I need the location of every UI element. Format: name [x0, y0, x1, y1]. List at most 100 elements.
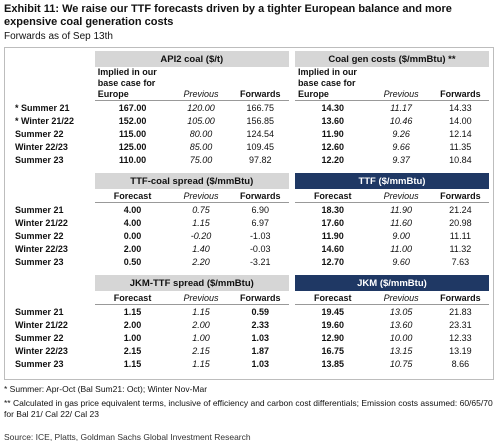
cell: -1.03 — [249, 230, 271, 241]
cell: 167.00 — [118, 102, 147, 113]
source: Source: ICE, Platts, Goldman Sachs Globa… — [4, 432, 251, 442]
column-header-row: Implied in our base case for Europe Previ… — [9, 67, 489, 101]
panel-header-row: TTF-coal spread ($/mmBtu) TTF ($/mmBtu) — [9, 173, 489, 189]
spacer — [9, 189, 95, 203]
cell: 11.90 — [321, 128, 344, 139]
cell: 16.75 — [321, 345, 344, 356]
cell: 1.15 — [123, 358, 142, 369]
spacer — [9, 275, 95, 291]
column-header: Forecast — [94, 291, 171, 305]
row-label: Winter 21/22 — [15, 319, 68, 330]
cell: 13.85 — [321, 358, 344, 369]
column-header: Previous — [170, 291, 232, 305]
cell: 18.30 — [321, 204, 344, 215]
column-header: Forwards — [231, 67, 289, 101]
row-label: Winter 21/22 — [15, 217, 68, 228]
cell: 23.31 — [449, 319, 472, 330]
cell: 1.15 — [123, 306, 142, 317]
data-row: Winter 21/22 4.00 1.15 6.97 17.60 11.60 20.98 — [9, 216, 489, 229]
row-label: Summer 23 — [15, 256, 64, 267]
row-label: Winter 22/23 — [15, 141, 68, 152]
footnote: ** Calculated in gas price equivalent te… — [4, 398, 493, 419]
panel-header-row: JKM-TTF spread ($/mmBtu) JKM ($/mmBtu) — [9, 275, 489, 291]
cell: 13.60 — [321, 115, 344, 126]
cell: 11.00 — [390, 243, 413, 254]
cell: 13.15 — [389, 345, 413, 356]
cell: 12.14 — [449, 128, 472, 139]
data-row: Winter 22/23 125.00 85.00 109.45 12.60 9.66 11… — [9, 140, 489, 153]
cell: 9.66 — [392, 141, 410, 152]
row-label: Summer 22 — [15, 332, 64, 343]
cell: 10.00 — [389, 332, 413, 343]
cell: 6.97 — [251, 217, 269, 228]
cell: 9.60 — [392, 256, 410, 267]
cell: 2.00 — [123, 319, 142, 330]
row-label: Summer 22 — [15, 128, 64, 139]
spacer — [9, 67, 95, 101]
cell: 105.00 — [187, 115, 215, 126]
cell: 0.59 — [251, 306, 269, 317]
cell: 2.15 — [192, 345, 210, 356]
cell: 2.15 — [123, 345, 142, 356]
cell: 11.17 — [390, 102, 413, 113]
row-label: Summer 21 — [15, 306, 64, 317]
cell: 1.15 — [192, 358, 210, 369]
panel-title: TTF ($/mmBtu) — [294, 173, 489, 189]
row-label: Summer 23 — [15, 154, 64, 165]
data-row: Summer 23 1.15 1.15 1.03 13.85 10.75 8.66 — [9, 357, 489, 370]
cell: 11.60 — [390, 217, 413, 228]
cell: 2.00 — [192, 319, 210, 330]
column-header-row: Forecast Previous Forwards Forecast Previous… — [9, 291, 489, 305]
column-header: Forecast — [294, 189, 371, 203]
row-label: Summer 23 — [15, 358, 64, 369]
panel-title: JKM ($/mmBtu) — [294, 275, 489, 291]
cell: 9.37 — [392, 154, 410, 165]
data-row: Summer 22 0.00 -0.20 -1.03 11.90 9.00 11.11 — [9, 229, 489, 242]
cell: 8.66 — [451, 358, 470, 369]
cell: 19.60 — [321, 319, 344, 330]
cell: 80.00 — [189, 128, 213, 139]
data-row: * Winter 21/22 152.00 105.00 156.85 13.60 10.… — [9, 114, 489, 127]
cell: 14.60 — [321, 243, 344, 254]
row-label: * Winter 21/22 — [15, 115, 74, 126]
data-row: Summer 21 4.00 0.75 6.90 18.30 11.90 21.24 — [9, 203, 489, 216]
cell: 1.40 — [192, 243, 210, 254]
cell: 75.00 — [189, 154, 213, 165]
cell: 4.00 — [123, 204, 142, 215]
data-row: Summer 23 0.50 2.20 -3.21 12.70 9.60 7.63 — [9, 255, 489, 268]
cell: 11.90 — [390, 204, 413, 215]
cell: 11.90 — [321, 230, 344, 241]
cell: 12.70 — [321, 256, 344, 267]
section-table: JKM-TTF spread ($/mmBtu) JKM ($/mmBtu) For… — [9, 275, 489, 370]
cell: 2.00 — [123, 243, 142, 254]
cell: 9.00 — [392, 230, 410, 241]
cell: 13.60 — [389, 319, 413, 330]
cell: 11.35 — [449, 141, 472, 152]
cell: 20.98 — [449, 217, 472, 228]
footnotes: * Summer: Apr-Oct (Bal Sum21: Oct); Wint… — [4, 384, 494, 423]
cell: 12.60 — [321, 141, 344, 152]
subtitle: Forwards as of Sep 13th — [4, 31, 113, 42]
column-header: Previous — [370, 189, 432, 203]
data-row: Summer 21 1.15 1.15 0.59 19.45 13.05 21.83 — [9, 305, 489, 318]
cell: 109.45 — [246, 141, 274, 152]
spacer — [9, 51, 95, 67]
cell: 6.90 — [251, 204, 269, 215]
cell: 110.00 — [119, 154, 147, 165]
cell: -0.20 — [190, 230, 212, 241]
cell: 124.54 — [246, 128, 274, 139]
cell: 19.45 — [321, 306, 344, 317]
panel-header-row: API2 coal ($/t) Coal gen costs ($/mmBtu) … — [9, 51, 489, 67]
cell: 97.82 — [248, 154, 272, 165]
section-table: API2 coal ($/t) Coal gen costs ($/mmBtu) … — [9, 51, 489, 166]
row-label: Summer 22 — [15, 230, 64, 241]
cell: 14.30 — [321, 102, 344, 113]
cell: 1.00 — [192, 332, 210, 343]
cell: 1.15 — [192, 306, 210, 317]
cell: 1.00 — [123, 332, 142, 343]
cell: 10.84 — [449, 154, 472, 165]
column-header: Implied in our base case for Europe — [294, 67, 371, 101]
data-row: Summer 22 1.00 1.00 1.03 12.90 10.00 12.33 — [9, 331, 489, 344]
data-row: * Summer 21 167.00 120.00 166.75 14.30 11.17 1… — [9, 101, 489, 114]
footnote: * Summer: Apr-Oct (Bal Sum21: Oct); Wint… — [4, 384, 208, 394]
